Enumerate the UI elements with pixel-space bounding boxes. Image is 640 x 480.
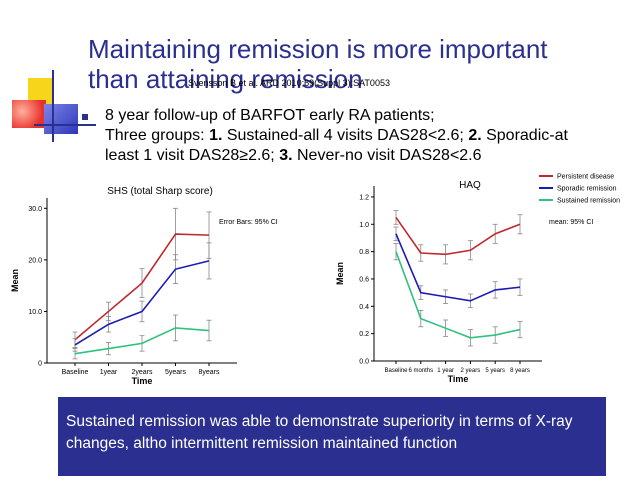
y-tick-label: 0.8 (359, 249, 369, 256)
x-tick-label: 6 months (408, 368, 433, 374)
x-tick-label: Baseline (62, 369, 89, 376)
bullet-segment: Sporadic-at (481, 127, 568, 144)
shs-chart: 0 10.0 20.0 30.0 Baseline 1year 2years 5years 8y… (10, 186, 278, 386)
bullet-segment: Never-no visit DAS28<2.6 (292, 147, 482, 164)
legend-label: Sustained remission (557, 198, 620, 205)
haq-chart: 0.0 0.2 0.4 0.6 0.8 1.0 1.2 Baseline 6 months 1 y… (335, 174, 620, 385)
chart-annotation: Error Bars: 95% CI (219, 219, 278, 226)
y-axis-label: Mean (10, 269, 20, 292)
decor-blue-square (44, 104, 78, 134)
bullet-line-3: least 1 visit DAS28≥2.6; 3. Never-no vis… (105, 146, 635, 166)
series-line (74, 260, 210, 346)
x-axis-label: Time (132, 376, 153, 386)
y-tick-label: 0.4 (359, 304, 369, 311)
x-tick-label: 5 years (485, 368, 505, 374)
chart-title: SHS (total Sharp score) (107, 186, 213, 197)
series-line (74, 327, 210, 355)
x-tick-label: 8years (198, 369, 220, 376)
bullet-segment: Three groups: (105, 127, 210, 144)
series-line (395, 216, 521, 256)
decor-red-square (12, 100, 46, 128)
y-tick-label: 0 (38, 361, 42, 368)
bullet-segment: 2. (468, 127, 482, 144)
y-tick-label: 1.2 (359, 194, 369, 201)
y-tick-label: 30.0 (28, 206, 42, 213)
x-axis-label: Time (448, 374, 469, 384)
bullet-segment: 1. (209, 127, 223, 144)
bullet-square-icon (82, 114, 88, 120)
y-tick-label: 0.6 (359, 276, 369, 283)
chart-title: HAQ (459, 180, 481, 191)
series-line (395, 251, 521, 339)
y-tick-label: 0.2 (359, 331, 369, 338)
legend-label: Persistent disease (557, 174, 614, 181)
chart-annotation: mean: 95% CI (549, 219, 593, 226)
slide-title-line-2: than attaining remission (88, 64, 363, 94)
x-tick-label: 5years (165, 369, 187, 376)
x-tick-label: 1 year (437, 368, 454, 374)
y-tick-label: 20.0 (28, 257, 42, 264)
bullet-segment: least 1 visit DAS28≥2.6; (105, 147, 280, 164)
bullet-segment: Sustained-all 4 visits DAS28<2.6; (222, 127, 469, 144)
conclusion-box: Sustained remission was able to demonstr… (58, 397, 606, 476)
slide-title: Maintaining remission is more important … (88, 34, 628, 94)
x-tick-label: 1year (100, 369, 118, 376)
decor-yellow-square (28, 78, 54, 104)
bullet-line-1: 8 year follow-up of BARFOT early RA pati… (105, 107, 435, 124)
citation: Svensson B et al. ARD 2010;69(Suppl 3):S… (188, 78, 390, 88)
series-line (74, 233, 210, 341)
decor-horizontal-line (34, 124, 96, 126)
y-tick-label: 10.0 (28, 309, 42, 316)
bullet-segment: 3. (279, 147, 293, 164)
x-tick-label: 8 years (510, 368, 530, 374)
y-tick-label: 1.0 (359, 222, 369, 229)
y-tick-label: 0.0 (359, 359, 369, 366)
bullet-line-2: Three groups: 1. Sustained-all 4 visits … (105, 126, 635, 146)
legend-label: Sporadic remission (557, 186, 617, 193)
slide-title-line-1: Maintaining remission is more important (88, 34, 548, 64)
x-tick-label: Baseline (384, 368, 408, 374)
y-axis-label: Mean (335, 262, 345, 285)
series-line (395, 233, 521, 302)
x-tick-label: 2years (131, 369, 153, 376)
decor-vertical-line (52, 70, 54, 142)
x-tick-label: 2 years (461, 368, 481, 374)
bullet-text: 8 year follow-up of BARFOT early RA pati… (105, 106, 635, 166)
